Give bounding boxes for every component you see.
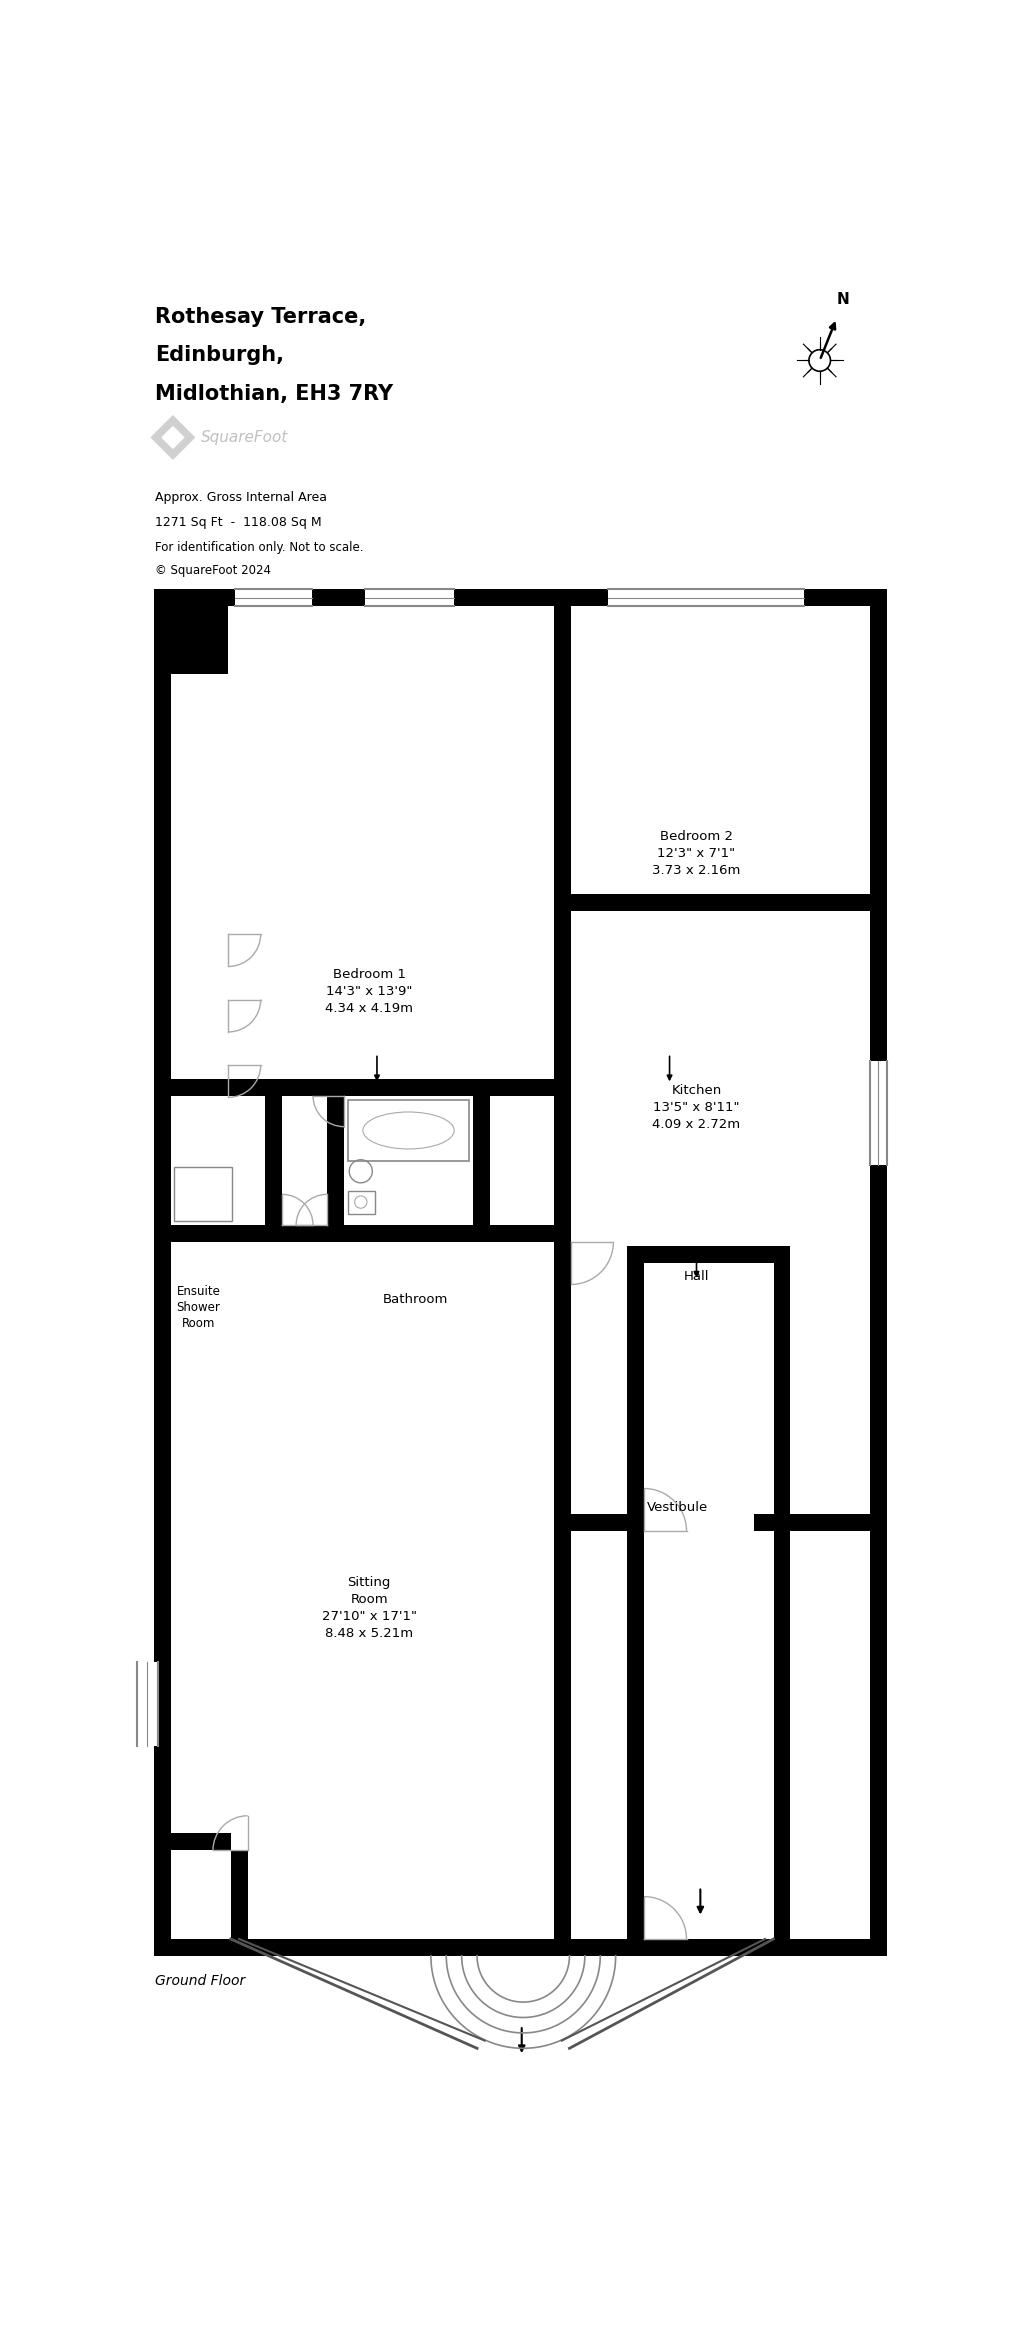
Text: Midlothian, EH3 7RY: Midlothian, EH3 7RY: [156, 384, 393, 403]
Bar: [869, 1061, 887, 1164]
Text: Bedroom 2
12'3" x 7'1"
3.73 x 2.16m: Bedroom 2 12'3" x 7'1" 3.73 x 2.16m: [652, 829, 740, 876]
Bar: [140, 1661, 143, 1746]
Text: Hall: Hall: [684, 1270, 710, 1284]
Text: Ground Floor: Ground Floor: [156, 1973, 246, 1987]
Bar: [473, 1097, 490, 1242]
Polygon shape: [152, 417, 195, 459]
Bar: [348, 1190, 375, 1214]
Bar: [554, 1242, 571, 1940]
Bar: [554, 607, 571, 1097]
Bar: [138, 1661, 154, 1746]
Text: SquareFoot: SquareFoot: [202, 431, 289, 445]
Bar: [137, 1661, 158, 1746]
Bar: [154, 588, 887, 607]
Bar: [265, 1097, 283, 1242]
Bar: [154, 588, 171, 1956]
Bar: [348, 1099, 469, 1162]
Text: Ensuite
Shower
Room: Ensuite Shower Room: [176, 1284, 220, 1331]
Polygon shape: [162, 426, 183, 448]
Ellipse shape: [362, 1113, 455, 1148]
Text: Edinburgh,: Edinburgh,: [156, 344, 285, 366]
Bar: [554, 1097, 571, 1242]
Text: Approx. Gross Internal Area: Approx. Gross Internal Area: [156, 492, 328, 504]
Bar: [234, 588, 311, 607]
Text: © SquareFoot 2024: © SquareFoot 2024: [156, 565, 271, 576]
Text: Rothesay Terrace,: Rothesay Terrace,: [156, 307, 367, 326]
Text: Vestibule: Vestibule: [646, 1502, 708, 1514]
Bar: [755, 1514, 869, 1530]
Bar: [773, 1246, 791, 1940]
Bar: [327, 1097, 344, 1242]
Bar: [869, 588, 887, 1956]
Bar: [773, 1530, 791, 1940]
Text: 1271 Sq Ft  -  118.08 Sq M: 1271 Sq Ft - 118.08 Sq M: [156, 515, 322, 530]
Bar: [154, 1835, 230, 1851]
Bar: [171, 1078, 554, 1097]
Text: Bathroom: Bathroom: [383, 1293, 449, 1307]
Bar: [174, 1167, 232, 1221]
Bar: [154, 588, 211, 675]
Text: Kitchen
13'5" x 8'11"
4.09 x 2.72m: Kitchen 13'5" x 8'11" 4.09 x 2.72m: [652, 1085, 740, 1132]
Text: N: N: [837, 291, 849, 307]
Bar: [171, 656, 211, 675]
Bar: [154, 588, 887, 1956]
Text: Bedroom 1
14'3" x 13'9"
4.34 x 4.19m: Bedroom 1 14'3" x 13'9" 4.34 x 4.19m: [326, 968, 414, 1015]
Bar: [608, 588, 804, 607]
Bar: [571, 1514, 633, 1530]
Bar: [230, 1851, 248, 1956]
Bar: [154, 1940, 887, 1956]
Bar: [571, 895, 869, 911]
Bar: [628, 1246, 644, 1940]
Bar: [171, 1225, 554, 1242]
Bar: [138, 1741, 158, 1746]
Text: For identification only. Not to scale.: For identification only. Not to scale.: [156, 541, 364, 553]
Bar: [366, 588, 454, 607]
Bar: [628, 1530, 644, 1940]
Text: Sitting
Room
27'10" x 17'1"
8.48 x 5.21m: Sitting Room 27'10" x 17'1" 8.48 x 5.21m: [322, 1577, 417, 1640]
Bar: [138, 1661, 158, 1668]
Bar: [211, 607, 228, 675]
Bar: [628, 1246, 791, 1263]
